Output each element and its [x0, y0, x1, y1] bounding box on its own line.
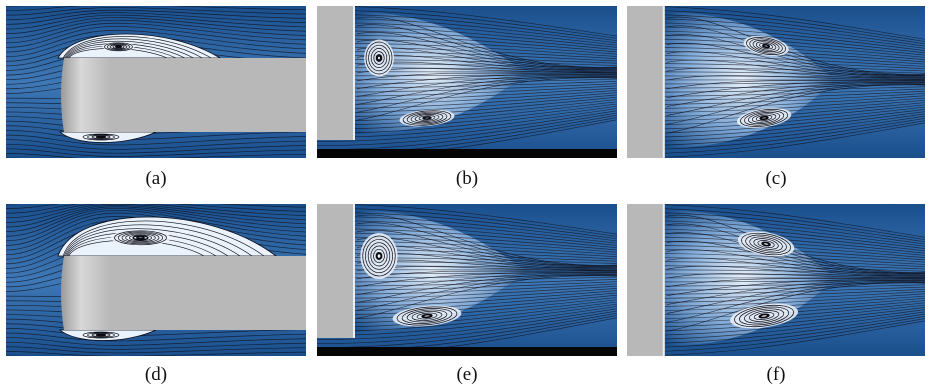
- panel-e-streamlines: [317, 204, 617, 356]
- panel-a-caption: (a): [145, 168, 167, 189]
- panel-d-streamlines: [6, 204, 306, 356]
- panel-f-caption: (f): [766, 364, 786, 385]
- panel-b-caption: (b): [455, 168, 479, 189]
- panel-b-streamlines: [317, 6, 617, 158]
- panel-d-caption: (d): [144, 364, 168, 385]
- panel-c-streamlines: [627, 6, 925, 158]
- panel-a-streamlines: [6, 6, 306, 158]
- panel-e-caption: (e): [456, 364, 478, 385]
- panel-f-streamlines: [627, 204, 925, 356]
- panel-c-caption: (c): [765, 168, 787, 189]
